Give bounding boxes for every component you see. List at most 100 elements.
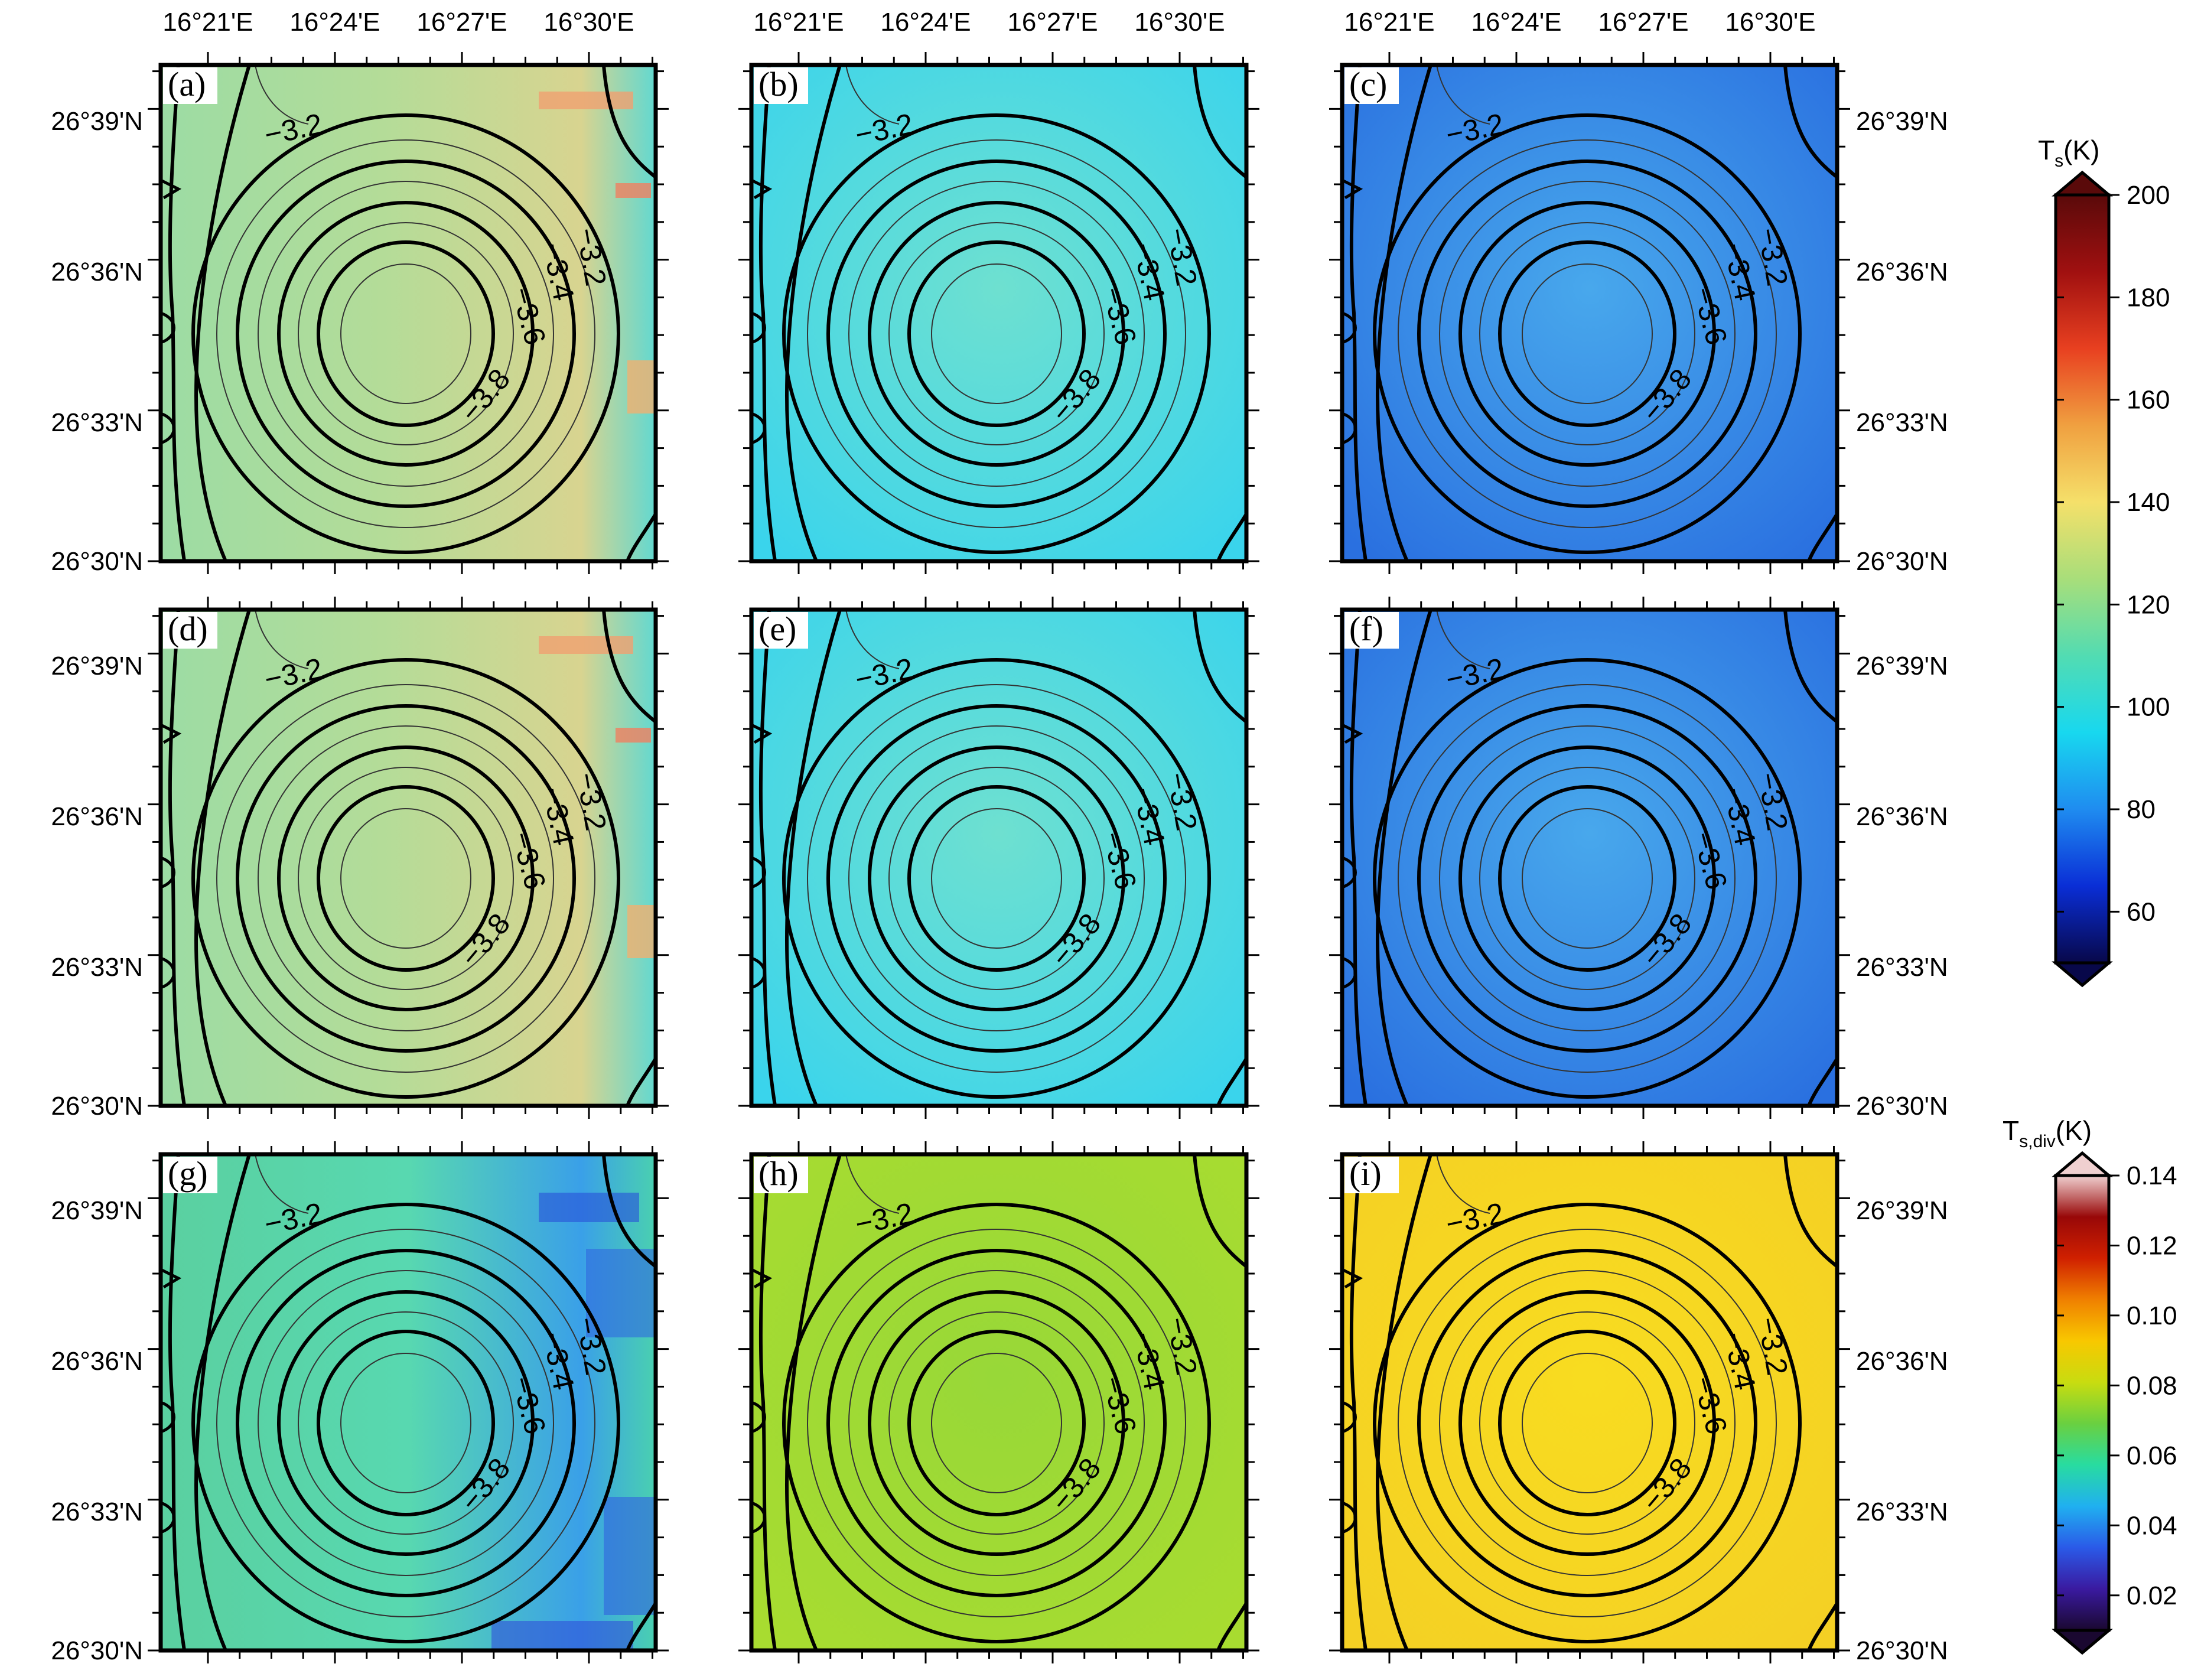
panel-label: (a) [168, 65, 206, 103]
contour-ring [848, 725, 1145, 1031]
y-tick-label: 26°39'N [1856, 107, 1948, 136]
contour-ring [1522, 808, 1653, 949]
heatmap-field [751, 610, 1246, 1106]
cold-patch [604, 1497, 656, 1615]
contour-ring [1398, 139, 1777, 528]
colorbar-tick-label: 0.02 [2127, 1581, 2177, 1610]
colorbar-tick-label: 60 [2127, 897, 2156, 926]
heatmap-field [161, 65, 656, 561]
y-tick-label: 26°30'N [1856, 1092, 1948, 1121]
contour-bottom-right [626, 1057, 656, 1106]
panel-grid: −3.2−3.2−3.4−3.6−3.8(a)16°21'E 16°24'E 16°… [51, 8, 1948, 1665]
contour-left-wiggle [161, 723, 182, 989]
colorbar-tick-label: 160 [2127, 386, 2170, 415]
contour-left-edge [1349, 1154, 1368, 1650]
contour-ring [807, 139, 1186, 528]
y-tick-label: 26°39'N [51, 1196, 143, 1225]
contour-bottom-right [1807, 1602, 1837, 1650]
contour-ring [1479, 767, 1695, 990]
panel-frame [1340, 1152, 1839, 1653]
x-tick-label: 16°24'E [1471, 8, 1561, 37]
panel-frame [158, 1152, 658, 1653]
contour-ring [848, 181, 1145, 487]
contour-ring [317, 1330, 495, 1516]
colorbar: 0.14 0.12 0.10 0.08 0.06 0.04 0.02 Ts,div(K) [2003, 1115, 2177, 1655]
contour-ring [826, 1249, 1167, 1597]
contour-right-edge [1783, 610, 1837, 724]
y-tick-label: 26°33'N [1856, 953, 1948, 982]
contour-bottom-right [626, 513, 656, 561]
x-tick-label: 16°30'E [1725, 8, 1815, 37]
contour-ring [1498, 785, 1676, 972]
x-tick-label: 16°27'E [1007, 8, 1098, 37]
x-tick-label: 16°30'E [1134, 8, 1225, 37]
colorbar-group: 2001801601401201008060Ts(K)0.140.120.100… [2003, 135, 2177, 1655]
panel-frame [749, 1152, 1249, 1653]
contour-ring [907, 240, 1086, 427]
contour-thin [1436, 610, 1490, 669]
contour-ring [868, 201, 1125, 467]
contour-right-edge [602, 65, 656, 179]
x-tick-label: 16°27'E [1598, 8, 1688, 37]
contour-ring [931, 263, 1062, 404]
contour-thin [1436, 65, 1490, 125]
cold-patch [491, 1621, 633, 1650]
colorbar-tick-label: 120 [2127, 590, 2170, 619]
contour-ring [1417, 159, 1757, 508]
contour-ring [907, 1330, 1086, 1516]
contour-ring [931, 1353, 1062, 1493]
contour-left-edge [168, 1154, 186, 1650]
y-tick-label: 26°36'N [51, 1347, 143, 1376]
colorbar-min-arrow [2052, 961, 2113, 988]
panel-label: (e) [758, 610, 796, 648]
contour-thin [845, 610, 900, 669]
panel-label: (f) [1349, 610, 1383, 648]
contour-thin [255, 65, 309, 125]
contour-ring [807, 1229, 1186, 1617]
y-tick-label: 26°36'N [1856, 1347, 1948, 1376]
contour-bottom-right [1807, 1057, 1837, 1106]
cold-patch [586, 1249, 656, 1337]
contour-ring [1479, 222, 1695, 445]
map-panel: −3.2−3.2−3.4−3.6−3.8(h) [738, 1141, 1259, 1663]
contour-left-wiggle [751, 723, 773, 989]
contour-ring [340, 263, 471, 404]
contour-ring [317, 240, 495, 427]
colorbar-tick-label: 180 [2127, 283, 2170, 312]
contour-ring [1417, 1249, 1757, 1597]
contour-ring [782, 113, 1211, 554]
y-tick-label: 26°36'N [51, 258, 143, 286]
contour-ring [1439, 181, 1736, 487]
colorbar-tick-label: 140 [2127, 488, 2170, 517]
colorbar-tick-label: 100 [2127, 693, 2170, 722]
panel-label: (d) [168, 610, 208, 648]
colorbar: 200 180 160 140 120 100 80 60 Ts(K) [2038, 135, 2170, 988]
y-tick-label: 26°39'N [51, 652, 143, 681]
contour-ring [340, 808, 471, 949]
heatmap-field [1342, 610, 1837, 1106]
contour-ring [931, 808, 1062, 949]
contour-left-edge [758, 610, 777, 1106]
contour-ring [826, 159, 1167, 508]
y-tick-label: 26°30'N [51, 1636, 143, 1665]
x-tick-label: 16°27'E [416, 8, 507, 37]
heatmap-field [751, 1154, 1246, 1650]
x-tick-label: 16°30'E [543, 8, 634, 37]
contour-ring [1458, 745, 1716, 1011]
panel-frame [749, 607, 1249, 1108]
contour-bottom-right [1216, 1602, 1246, 1650]
heatmap-field [1342, 65, 1837, 561]
contour-ring [317, 785, 495, 972]
colorbar-tick-label: 0.08 [2127, 1371, 2177, 1400]
contour-thin [255, 610, 309, 669]
contour-ring [216, 1229, 595, 1617]
colorbar-tick-label: 0.14 [2127, 1161, 2177, 1190]
panel-frame [1340, 607, 1839, 1108]
contour-ring [1479, 1311, 1695, 1535]
y-tick-label: 26°36'N [1856, 258, 1948, 286]
contour-ring [277, 1290, 535, 1556]
map-panel: −3.2−3.2−3.4−3.6−3.8(e) [738, 597, 1259, 1119]
contour-left-edge [758, 1154, 777, 1650]
contour-ring [1373, 1203, 1802, 1643]
